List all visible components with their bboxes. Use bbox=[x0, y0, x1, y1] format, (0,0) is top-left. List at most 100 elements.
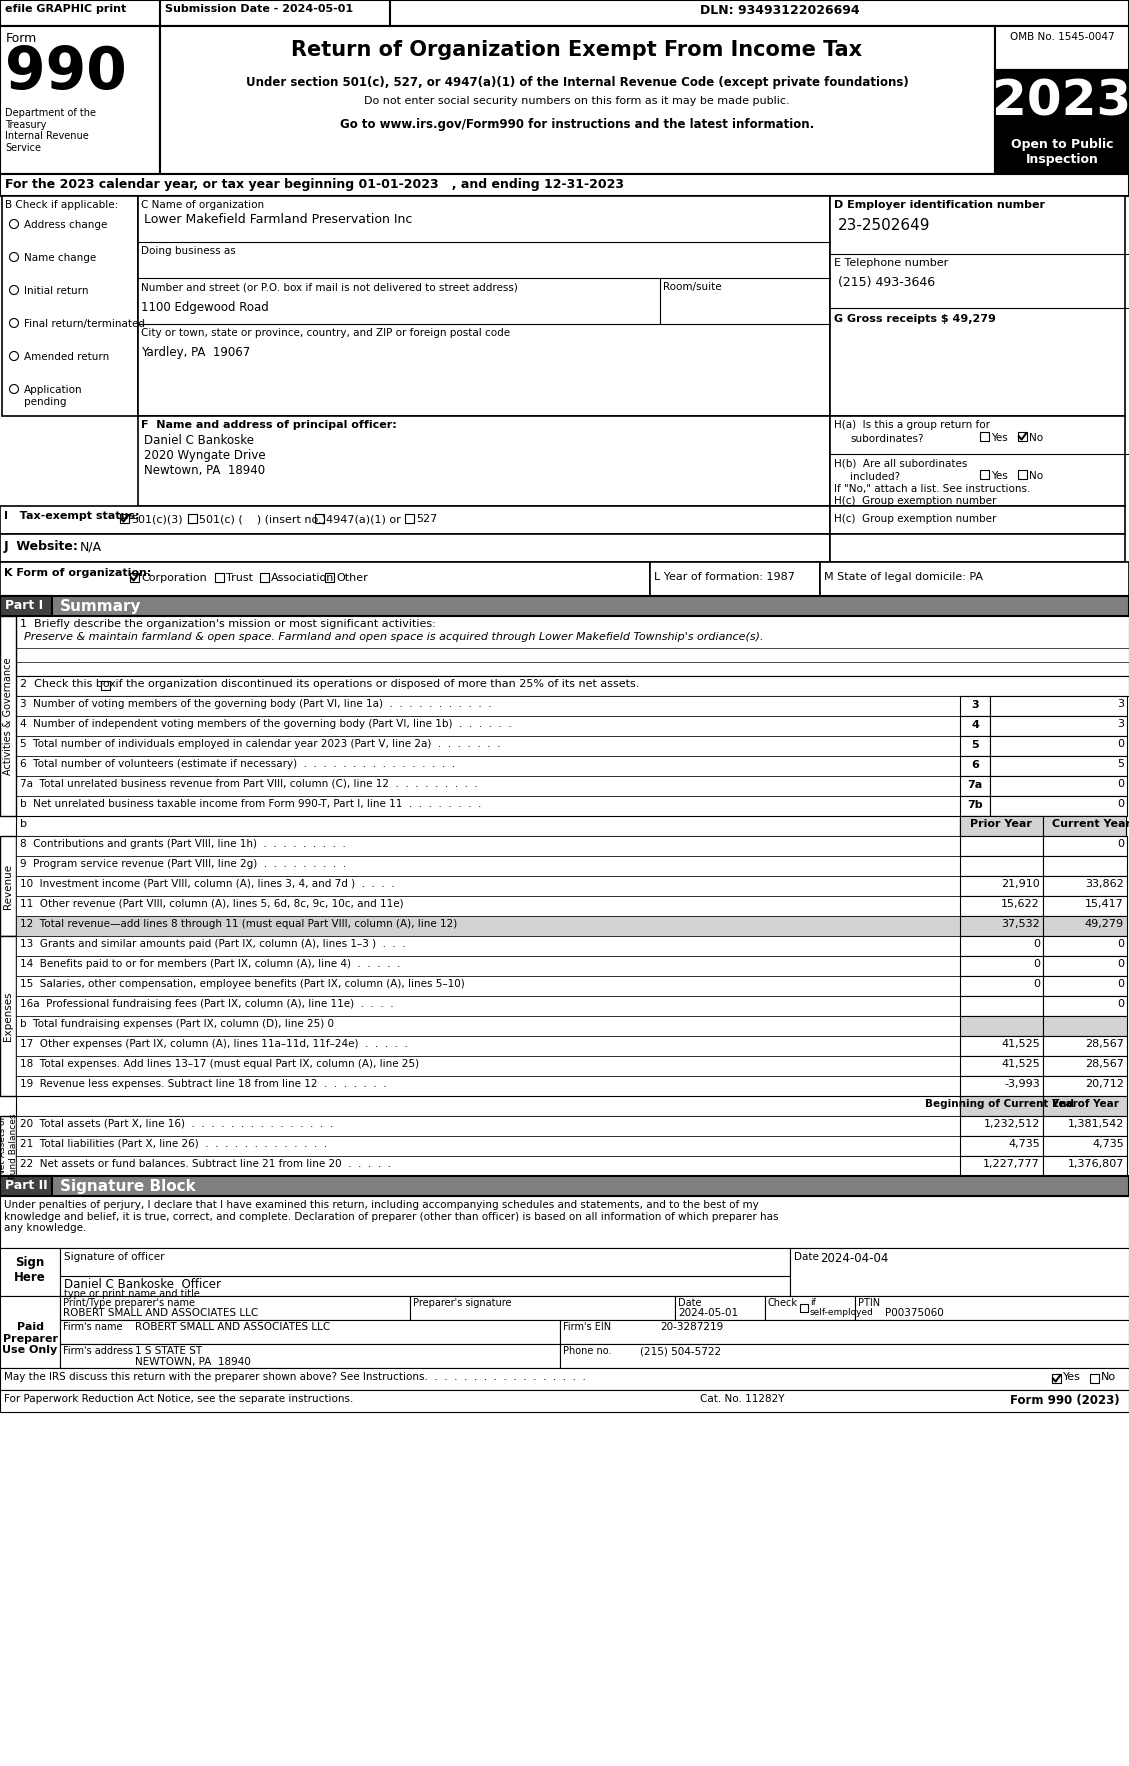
Bar bbox=[960, 1075, 1043, 1097]
Text: H(c)  Group exemption number: H(c) Group exemption number bbox=[834, 496, 997, 507]
Bar bbox=[980, 470, 989, 479]
Bar bbox=[16, 835, 960, 857]
Text: Yes: Yes bbox=[991, 472, 1008, 480]
Bar bbox=[990, 736, 1127, 756]
Bar bbox=[405, 514, 414, 523]
Bar bbox=[100, 682, 110, 691]
Bar bbox=[960, 715, 990, 736]
Text: Paid
Preparer
Use Only: Paid Preparer Use Only bbox=[2, 1323, 58, 1355]
Bar bbox=[960, 876, 1043, 895]
Text: May the IRS discuss this return with the preparer shown above? See Instructions.: May the IRS discuss this return with the… bbox=[5, 1372, 586, 1383]
Text: Sign
Here: Sign Here bbox=[15, 1256, 46, 1284]
Text: Lower Makefield Farmland Preservation Inc: Lower Makefield Farmland Preservation In… bbox=[145, 214, 412, 226]
Text: Department of the
Treasury
Internal Revenue
Service: Department of the Treasury Internal Reve… bbox=[5, 108, 96, 154]
Text: 28,567: 28,567 bbox=[1085, 1060, 1124, 1068]
Bar bbox=[138, 417, 830, 507]
Bar bbox=[16, 715, 960, 736]
Bar bbox=[1043, 1116, 1127, 1136]
Text: 14  Benefits paid to or for members (Part IX, column (A), line 4)  .  .  .  .  .: 14 Benefits paid to or for members (Part… bbox=[20, 959, 401, 970]
Bar bbox=[16, 1075, 960, 1097]
Text: 37,532: 37,532 bbox=[1001, 918, 1040, 929]
Text: D Employer identification number: D Employer identification number bbox=[834, 200, 1045, 210]
Bar bbox=[960, 996, 1043, 1015]
Bar bbox=[16, 996, 960, 1015]
Text: Return of Organization Exempt From Income Tax: Return of Organization Exempt From Incom… bbox=[291, 41, 863, 60]
Text: 1100 Edgewood Road: 1100 Edgewood Road bbox=[141, 300, 269, 314]
Bar bbox=[960, 1116, 1043, 1136]
Bar bbox=[990, 775, 1127, 796]
Text: Final return/terminated: Final return/terminated bbox=[24, 320, 145, 328]
Bar bbox=[16, 917, 960, 936]
Bar bbox=[130, 572, 139, 583]
Bar bbox=[650, 562, 820, 595]
Text: 1,376,807: 1,376,807 bbox=[1068, 1158, 1124, 1169]
Text: Initial return: Initial return bbox=[24, 286, 88, 297]
Text: Number and street (or P.O. box if mail is not delivered to street address): Number and street (or P.O. box if mail i… bbox=[141, 283, 518, 291]
Bar bbox=[0, 26, 160, 175]
Bar bbox=[990, 715, 1127, 736]
Text: 22  Net assets or fund balances. Subtract line 21 from line 20  .  .  .  .  .: 22 Net assets or fund balances. Subtract… bbox=[20, 1158, 391, 1169]
Text: 1,232,512: 1,232,512 bbox=[983, 1120, 1040, 1128]
Bar bbox=[855, 1296, 1129, 1319]
Bar bbox=[790, 1249, 1129, 1296]
Text: City or town, state or province, country, and ZIP or foreign postal code: City or town, state or province, country… bbox=[141, 328, 510, 337]
Bar bbox=[990, 696, 1127, 715]
Text: 13  Grants and similar amounts paid (Part IX, column (A), lines 1–3 )  .  .  .: 13 Grants and similar amounts paid (Part… bbox=[20, 940, 405, 948]
Bar bbox=[820, 562, 1129, 595]
Text: (215) 493-3646: (215) 493-3646 bbox=[838, 275, 935, 290]
Bar bbox=[1043, 1075, 1127, 1097]
Bar bbox=[0, 1390, 1129, 1413]
Bar bbox=[0, 1116, 16, 1176]
Text: 15,417: 15,417 bbox=[1085, 899, 1124, 909]
Bar bbox=[0, 1176, 1129, 1196]
Bar bbox=[1018, 433, 1027, 442]
Bar bbox=[16, 895, 960, 917]
Text: 6: 6 bbox=[971, 759, 979, 770]
Text: 3  Number of voting members of the governing body (Part VI, line 1a)  .  .  .  .: 3 Number of voting members of the govern… bbox=[20, 699, 491, 708]
Bar bbox=[60, 1319, 560, 1344]
Text: 16a  Professional fundraising fees (Part IX, column (A), line 11e)  .  .  .  .: 16a Professional fundraising fees (Part … bbox=[20, 1000, 394, 1008]
Text: I   Tax-exempt status:: I Tax-exempt status: bbox=[5, 510, 140, 521]
Bar bbox=[410, 1296, 675, 1319]
Bar bbox=[1043, 835, 1127, 857]
Bar bbox=[800, 1303, 808, 1312]
Text: 4: 4 bbox=[971, 721, 979, 729]
Text: Date: Date bbox=[679, 1298, 701, 1309]
Text: 4  Number of independent voting members of the governing body (Part VI, line 1b): 4 Number of independent voting members o… bbox=[20, 719, 511, 729]
Text: 0: 0 bbox=[1117, 798, 1124, 809]
Text: Signature Block: Signature Block bbox=[60, 1180, 195, 1194]
Bar bbox=[960, 1015, 1043, 1037]
Text: Amended return: Amended return bbox=[24, 351, 110, 362]
Bar bbox=[960, 835, 1043, 857]
Text: 18  Total expenses. Add lines 13–17 (must equal Part IX, column (A), line 25): 18 Total expenses. Add lines 13–17 (must… bbox=[20, 1060, 419, 1068]
Text: NEWTOWN, PA  18940: NEWTOWN, PA 18940 bbox=[135, 1356, 251, 1367]
Text: N/A: N/A bbox=[80, 540, 102, 553]
Bar bbox=[0, 1296, 60, 1369]
Text: Room/suite: Room/suite bbox=[663, 283, 721, 291]
Bar bbox=[16, 1136, 960, 1157]
Text: G Gross receipts $ 49,279: G Gross receipts $ 49,279 bbox=[834, 314, 996, 323]
Text: No: No bbox=[1029, 472, 1043, 480]
Bar bbox=[16, 1037, 960, 1056]
Bar bbox=[1043, 955, 1127, 977]
Text: Part II: Part II bbox=[5, 1180, 47, 1192]
Text: Net Assets or
Fund Balances: Net Assets or Fund Balances bbox=[0, 1113, 18, 1178]
Text: if the organization discontinued its operations or disposed of more than 25% of : if the organization discontinued its ope… bbox=[112, 678, 639, 689]
Bar bbox=[16, 796, 960, 816]
Bar bbox=[325, 572, 334, 583]
Bar bbox=[0, 175, 1129, 196]
Bar bbox=[1058, 816, 1126, 835]
Text: J  Website:: J Website: bbox=[5, 540, 79, 553]
Text: Yes: Yes bbox=[1064, 1372, 1080, 1383]
Bar bbox=[960, 895, 1043, 917]
Bar bbox=[16, 816, 960, 835]
Bar bbox=[960, 1056, 1043, 1075]
Bar bbox=[60, 1296, 410, 1319]
Text: 4947(a)(1) or: 4947(a)(1) or bbox=[326, 514, 401, 525]
Text: included?: included? bbox=[850, 472, 900, 482]
Text: 2024-04-04: 2024-04-04 bbox=[820, 1252, 889, 1264]
Text: 3: 3 bbox=[1117, 719, 1124, 729]
Text: Print/Type preparer's name: Print/Type preparer's name bbox=[63, 1298, 195, 1309]
Bar bbox=[960, 1136, 1043, 1157]
Text: 0: 0 bbox=[1117, 1000, 1124, 1008]
